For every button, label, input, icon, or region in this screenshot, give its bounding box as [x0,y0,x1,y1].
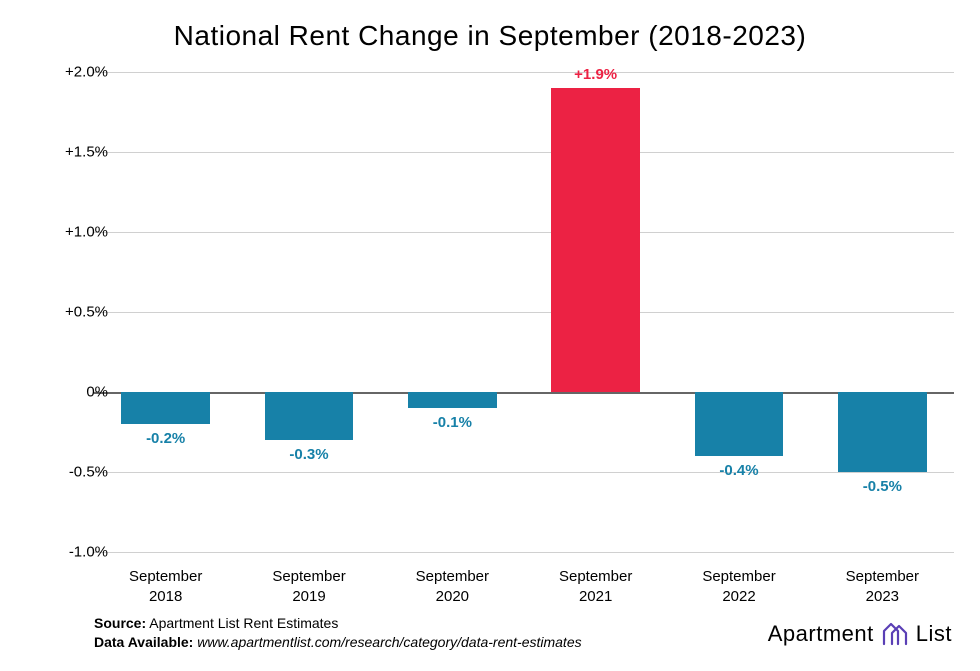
x-axis-tick-label: September2020 [382,567,522,608]
y-axis-tick-label: +1.0% [38,224,108,241]
gridline [94,152,954,153]
bar [551,88,640,392]
x-axis-tick-label: September2021 [526,567,666,608]
data-available-url: www.apartmentlist.com/research/category/… [193,634,581,650]
x-axis-tick-label: September2023 [812,567,952,608]
bar-value-label: -0.1% [392,414,512,431]
logo-text-list: List [916,621,952,647]
chart-title: National Rent Change in September (2018-… [0,0,980,52]
x-axis-tick-label: September2018 [96,567,236,608]
gridline [94,72,954,73]
bar-value-label: +1.9% [536,66,656,83]
source-text: Apartment List Rent Estimates [146,615,338,631]
bar-value-label: -0.4% [679,462,799,479]
gridline [94,472,954,473]
source-label: Source: [94,615,146,631]
brand-logo: Apartment List [768,619,952,649]
gridline [94,232,954,233]
gridline [94,552,954,553]
bar [121,392,210,424]
x-axis-tick-label: September2022 [669,567,809,608]
bar-value-label: -0.3% [249,446,369,463]
y-axis-tick-label: 0% [38,384,108,401]
y-axis-tick-label: +2.0% [38,64,108,81]
logo-mark-icon [880,619,910,649]
chart-footer: Source: Apartment List Rent Estimates Da… [94,614,582,653]
chart-plot-area: -0.2%September2018-0.3%September2019-0.1… [94,72,954,552]
bar-value-label: -0.5% [822,478,942,495]
zero-gridline [94,392,954,394]
y-axis-tick-label: -0.5% [38,464,108,481]
bar-value-label: -0.2% [106,430,226,447]
bar [695,392,784,456]
x-axis-tick-label: September2019 [239,567,379,608]
bar [265,392,354,440]
y-axis-tick-label: +1.5% [38,144,108,161]
logo-text-apartment: Apartment [768,621,874,647]
y-axis-tick-label: -1.0% [38,544,108,561]
data-available-label: Data Available: [94,634,193,650]
y-axis-tick-label: +0.5% [38,304,108,321]
bar [408,392,497,408]
bar [838,392,927,472]
gridline [94,312,954,313]
